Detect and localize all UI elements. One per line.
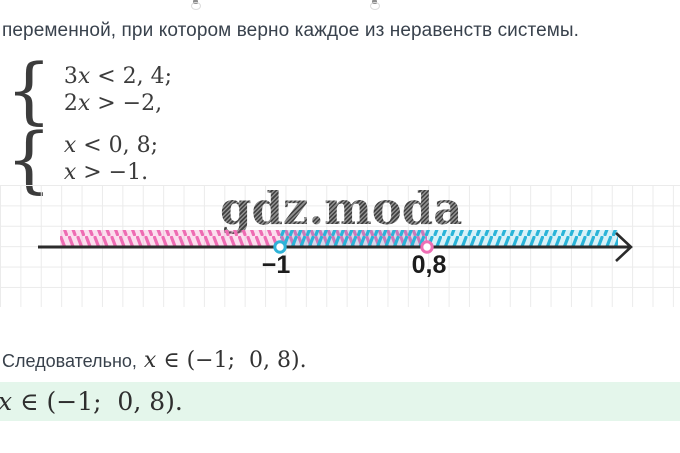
variable: x: [77, 91, 91, 116]
inequality-row: x > −1.: [64, 159, 158, 186]
expression: > −1.: [76, 160, 149, 185]
inequality-row: x < 0, 8;: [64, 132, 158, 159]
inequality-row: 3x < 2, 4;: [64, 63, 172, 90]
open-point-0-8: [420, 240, 434, 254]
variable: x: [63, 160, 77, 185]
inequality-row: 2x > −2,: [64, 90, 172, 117]
cropped-text-fragment: [191, 2, 201, 10]
expression: < 2, 4;: [90, 64, 173, 89]
conclusion-math: x ∈ (−1; 0, 8).: [144, 348, 307, 373]
point-label-0-8: 0,8: [411, 251, 447, 279]
cropped-text-fragment: [370, 2, 380, 10]
variable: x: [77, 64, 91, 89]
conclusion-line: Следовательно, x ∈ (−1; 0, 8).: [2, 348, 307, 373]
inequality-system-1: { 3x < 2, 4; 2x > −2,: [6, 48, 172, 132]
variable: x: [0, 387, 12, 416]
system-brace: {: [6, 48, 52, 132]
answer-highlight: x ∈ (−1; 0, 8).: [0, 382, 680, 421]
blue-hatch-region-x-gt--1: [280, 230, 618, 246]
conclusion-label: Следовательно,: [2, 351, 137, 371]
interval-expression: ∈ (−1; 0, 8).: [156, 348, 307, 373]
open-point-minus-1: [273, 240, 287, 254]
variable: x: [143, 348, 157, 373]
number-line-diagram: gdz.moda −1 0,8: [0, 182, 680, 307]
problem-statement-text: переменной, при котором верно каждое из …: [2, 20, 580, 41]
coefficient: 2: [63, 91, 78, 116]
point-label-minus-1: −1: [261, 251, 291, 279]
number-line: [38, 230, 633, 262]
system-brace: {: [6, 117, 52, 201]
coefficient: 3: [63, 64, 78, 89]
answer-text: x ∈ (−1; 0, 8).: [0, 387, 183, 416]
expression: > −2,: [90, 91, 163, 116]
variable: x: [63, 133, 77, 158]
expression: < 0, 8;: [76, 133, 159, 158]
interval-expression: ∈ (−1; 0, 8).: [12, 387, 183, 416]
axis-arrow: [615, 232, 633, 262]
watermark: gdz.moda: [220, 182, 463, 235]
inequality-system-2: { x < 0, 8; x > −1.: [6, 117, 158, 201]
